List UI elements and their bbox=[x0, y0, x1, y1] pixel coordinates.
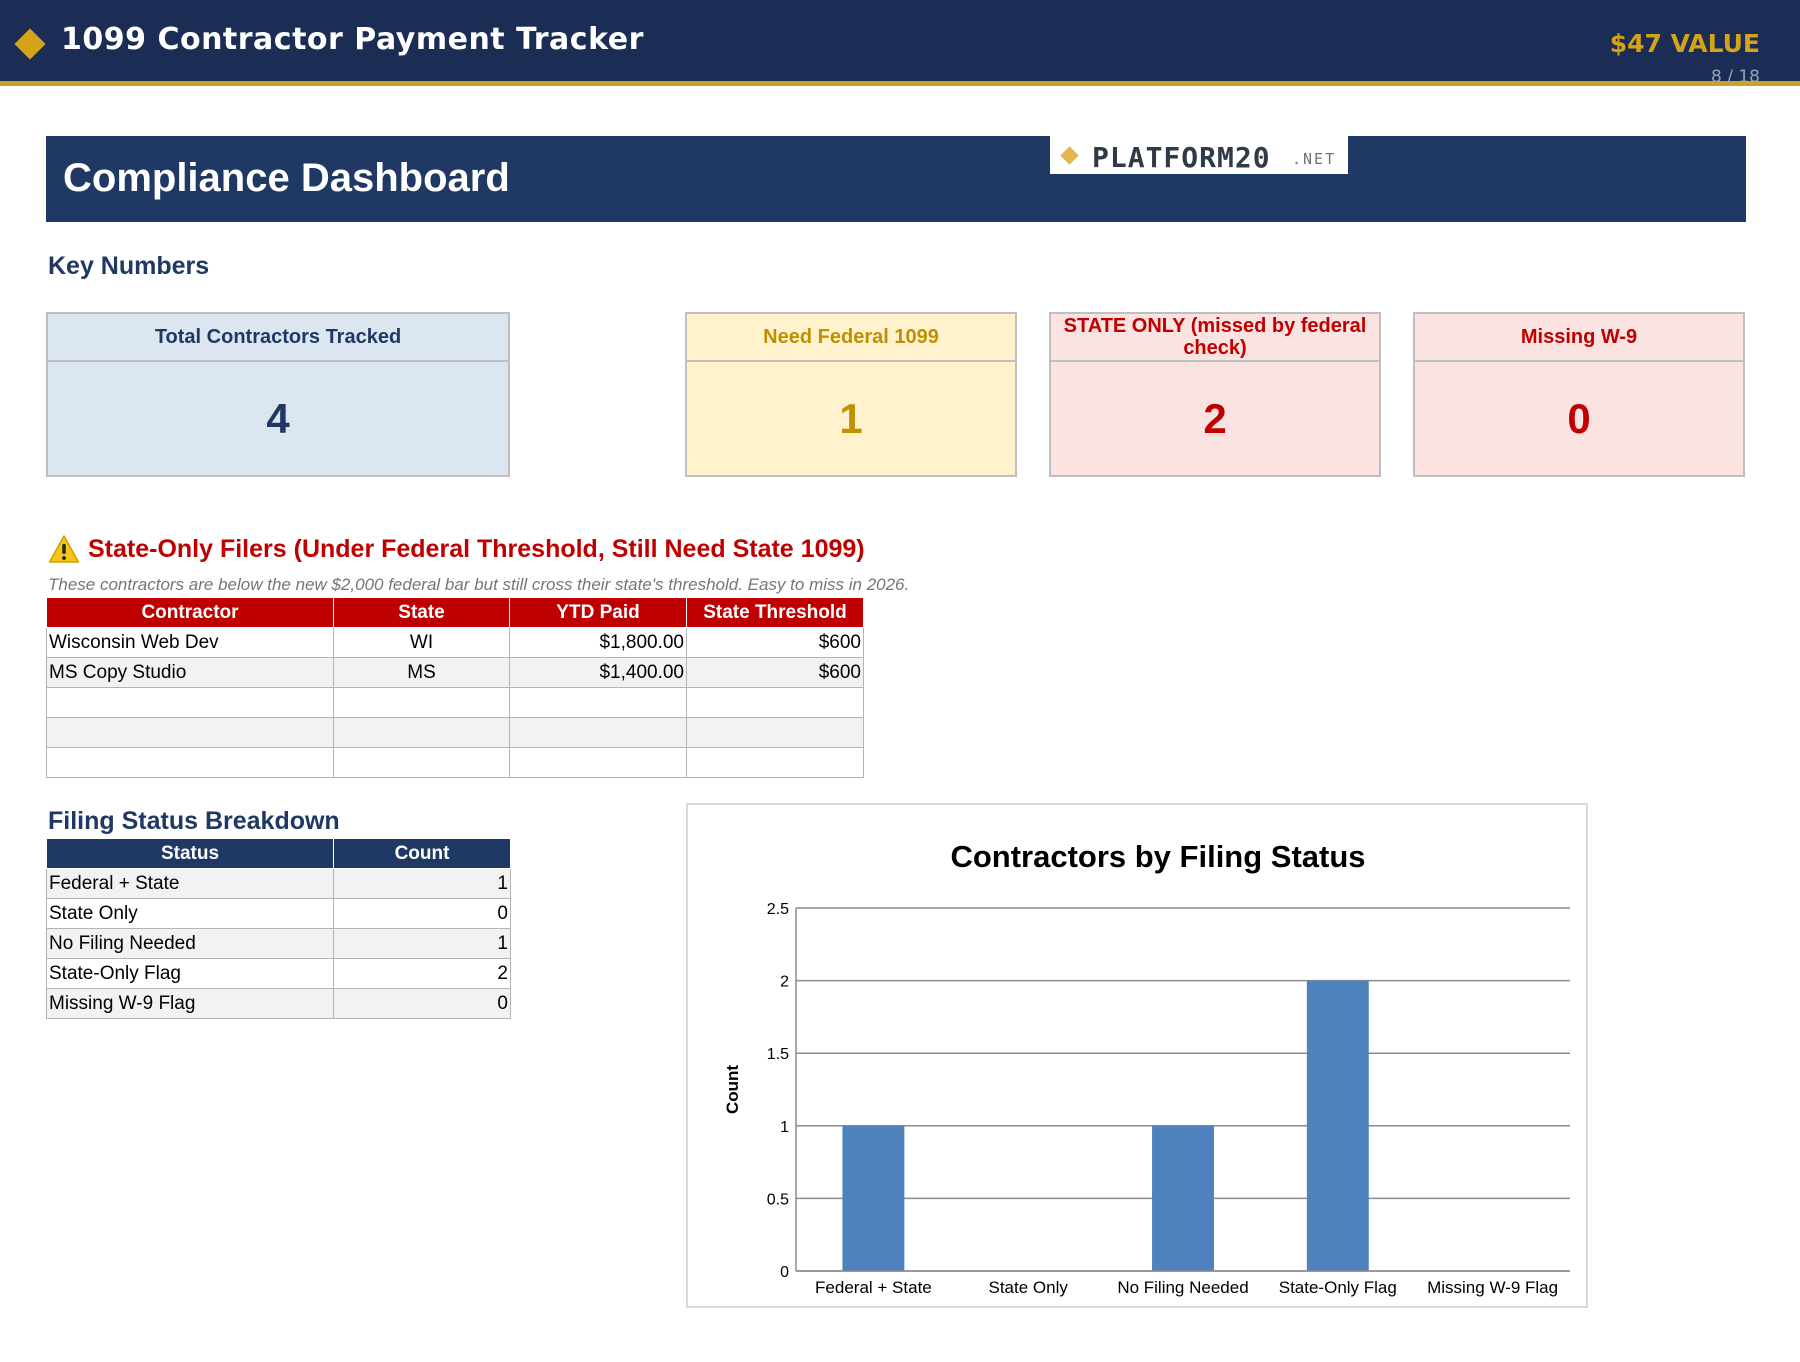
y-tick-label: 2 bbox=[780, 974, 789, 991]
cell-ytd-paid[interactable]: $1,400.00 bbox=[509, 657, 687, 688]
logo-name: PLATFORM20 bbox=[1092, 141, 1271, 174]
x-tick-label: Federal + State bbox=[815, 1278, 932, 1297]
column-header: State bbox=[333, 597, 510, 628]
top-banner: 1099 Contractor Payment Tracker $47 VALU… bbox=[0, 0, 1800, 87]
warning-icon bbox=[48, 535, 80, 563]
chart-canvas: Contractors by Filing Status 0 0.5 1 1.5 2 2.5… bbox=[723, 839, 1570, 1297]
state-only-note: These contractors are below the new $2,0… bbox=[48, 575, 910, 594]
column-header: State Threshold bbox=[686, 597, 864, 628]
cell-count[interactable]: 0 bbox=[333, 988, 511, 1019]
table-row: MS Copy Studio MS $1,400.00 $600 bbox=[46, 657, 864, 688]
logo-tld: .NET bbox=[1292, 150, 1337, 168]
cell-contractor[interactable]: MS Copy Studio bbox=[46, 657, 334, 688]
cell-status[interactable]: State Only bbox=[46, 898, 334, 929]
cell-state[interactable] bbox=[333, 717, 510, 748]
value-badge: $47 VALUE bbox=[1609, 29, 1760, 58]
kpi-value: 2 bbox=[1203, 395, 1227, 442]
cell-count[interactable]: 1 bbox=[333, 928, 511, 959]
table-row bbox=[46, 687, 864, 718]
bar-federal-state bbox=[842, 1125, 905, 1271]
cell-contractor[interactable] bbox=[46, 687, 334, 718]
table-header-row: Contractor State YTD Paid State Threshol… bbox=[46, 597, 864, 628]
cell-ytd-paid[interactable] bbox=[509, 747, 687, 778]
bar-state-only-flag bbox=[1306, 980, 1369, 1271]
y-tick-label: 1 bbox=[780, 1119, 789, 1136]
y-axis-label: Count bbox=[723, 1065, 742, 1114]
column-header: Count bbox=[333, 838, 511, 869]
kpi-label: Need Federal 1099 bbox=[687, 314, 1015, 362]
cell-ytd-paid[interactable] bbox=[509, 687, 687, 718]
cell-status[interactable]: Federal + State bbox=[46, 868, 334, 899]
kpi-card-state-only: STATE ONLY (missed by federal check) 2 bbox=[1049, 312, 1381, 477]
table-row: Wisconsin Web Dev WI $1,800.00 $600 bbox=[46, 627, 864, 658]
cell-state[interactable] bbox=[333, 747, 510, 778]
kpi-value: 1 bbox=[839, 395, 863, 442]
page-indicator: 8 / 18 bbox=[1711, 67, 1760, 87]
table-header-row: Status Count bbox=[46, 838, 511, 869]
column-header: YTD Paid bbox=[509, 597, 687, 628]
kpi-card-missing-w9: Missing W-9 0 bbox=[1413, 312, 1745, 477]
filing-status-heading: Filing Status Breakdown bbox=[48, 807, 340, 835]
table-row: State-Only Flag 2 bbox=[46, 958, 511, 989]
table-row bbox=[46, 747, 864, 778]
cell-threshold[interactable]: $600 bbox=[686, 627, 864, 658]
x-tick-label: Missing W-9 Flag bbox=[1427, 1278, 1558, 1297]
column-header: Status bbox=[46, 838, 334, 869]
cell-contractor[interactable] bbox=[46, 717, 334, 748]
table-row: Missing W-9 Flag 0 bbox=[46, 988, 511, 1019]
cell-threshold[interactable]: $600 bbox=[686, 657, 864, 688]
cell-status[interactable]: State-Only Flag bbox=[46, 958, 334, 989]
cell-threshold[interactable] bbox=[686, 687, 864, 718]
kpi-card-total-contractors: Total Contractors Tracked 4 bbox=[46, 312, 510, 477]
filing-status-table: Status Count Federal + State 1 State Onl… bbox=[46, 838, 511, 1019]
cell-status[interactable]: No Filing Needed bbox=[46, 928, 334, 959]
cell-ytd-paid[interactable]: $1,800.00 bbox=[509, 627, 687, 658]
kpi-label: STATE ONLY (missed by federal check) bbox=[1051, 314, 1379, 362]
cell-ytd-paid[interactable] bbox=[509, 717, 687, 748]
cell-count[interactable]: 0 bbox=[333, 898, 511, 929]
y-tick-label: 0.5 bbox=[767, 1191, 789, 1208]
table-row bbox=[46, 717, 864, 748]
state-only-heading-row: State-Only Filers (Under Federal Thresho… bbox=[48, 534, 865, 564]
kpi-card-need-federal-1099: Need Federal 1099 1 bbox=[685, 312, 1017, 477]
kpi-label: Missing W-9 bbox=[1415, 314, 1743, 362]
x-tick-label: No Filing Needed bbox=[1117, 1278, 1248, 1297]
y-tick-label: 1.5 bbox=[767, 1046, 789, 1063]
kpi-value: 0 bbox=[1567, 395, 1591, 442]
x-tick-label: State-Only Flag bbox=[1279, 1278, 1397, 1297]
bar-no-filing-needed bbox=[1152, 1125, 1214, 1271]
state-only-table: Contractor State YTD Paid State Threshol… bbox=[46, 597, 864, 778]
cell-state[interactable] bbox=[333, 687, 510, 718]
key-numbers-heading: Key Numbers bbox=[48, 252, 210, 280]
cell-threshold[interactable] bbox=[686, 717, 864, 748]
cell-threshold[interactable] bbox=[686, 747, 864, 778]
table-row: No Filing Needed 1 bbox=[46, 928, 511, 959]
kpi-label: Total Contractors Tracked bbox=[48, 314, 508, 362]
state-only-heading: State-Only Filers (Under Federal Thresho… bbox=[88, 534, 865, 563]
filing-status-chart[interactable]: Contractors by Filing Status 0 0.5 1 1.5 2 2.5… bbox=[686, 803, 1588, 1308]
brand-logo: PLATFORM20 .NET bbox=[1050, 136, 1348, 174]
cell-status[interactable]: Missing W-9 Flag bbox=[46, 988, 334, 1019]
dashboard-header: Compliance Dashboard bbox=[46, 136, 1746, 222]
app-title: 1099 Contractor Payment Tracker bbox=[61, 22, 644, 57]
cell-contractor[interactable]: Wisconsin Web Dev bbox=[46, 627, 334, 658]
kpi-value: 4 bbox=[266, 395, 290, 442]
table-row: State Only 0 bbox=[46, 898, 511, 929]
cell-state[interactable]: MS bbox=[333, 657, 510, 688]
cell-count[interactable]: 1 bbox=[333, 868, 511, 899]
cell-state[interactable]: WI bbox=[333, 627, 510, 658]
page-title: Compliance Dashboard bbox=[63, 156, 510, 200]
chart-title: Contractors by Filing Status bbox=[950, 839, 1365, 874]
y-tick-label: 2.5 bbox=[767, 901, 789, 918]
column-header: Contractor bbox=[46, 597, 334, 628]
x-tick-label: State Only bbox=[989, 1278, 1069, 1297]
diamond-icon bbox=[14, 28, 46, 60]
y-tick-label: 0 bbox=[780, 1264, 789, 1281]
table-row: Federal + State 1 bbox=[46, 868, 511, 899]
cell-count[interactable]: 2 bbox=[333, 958, 511, 989]
cell-contractor[interactable] bbox=[46, 747, 334, 778]
logo-diamond-icon bbox=[1060, 146, 1079, 165]
